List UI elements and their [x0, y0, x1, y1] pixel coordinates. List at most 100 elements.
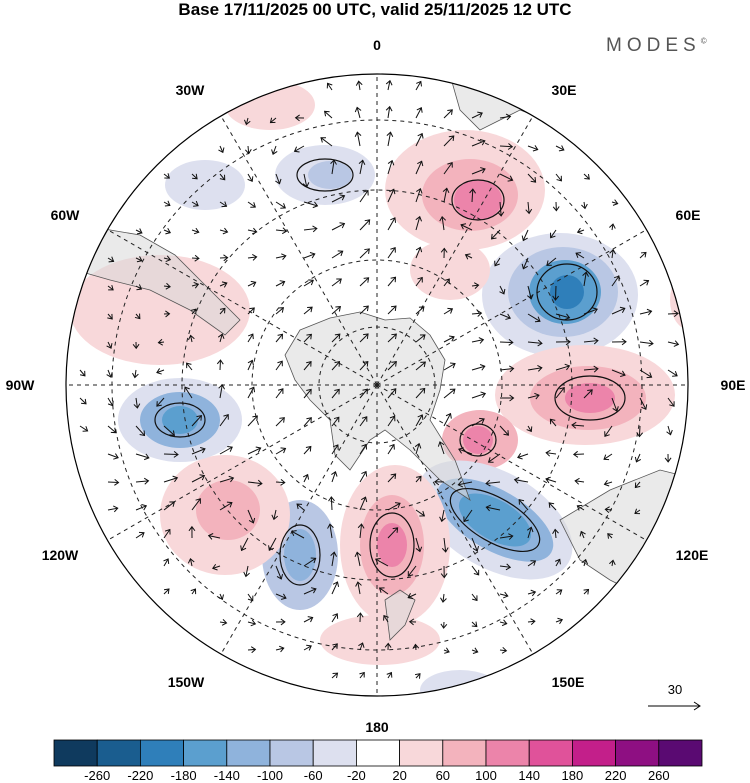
wind-arrow — [331, 250, 343, 259]
wind-arrow-head — [138, 531, 145, 538]
wind-arrow — [331, 333, 341, 343]
wind-arrow — [554, 529, 557, 539]
wind-arrow — [247, 509, 254, 524]
wind-arrow-head — [417, 132, 424, 139]
wind-arrow — [605, 508, 613, 511]
wind-arrow — [375, 558, 389, 567]
wind-arrow — [387, 132, 392, 147]
wind-arrow-head — [296, 503, 303, 510]
wind-arrow-head — [163, 588, 170, 594]
wind-arrow — [639, 341, 654, 345]
wind-arrow-head — [275, 178, 282, 185]
wind-arrow-head — [136, 228, 143, 235]
wind-arrow — [107, 453, 119, 459]
wind-arrow — [247, 447, 261, 455]
wind-arrow-head — [646, 372, 653, 379]
wind-arrow — [359, 333, 369, 343]
wind-arrow-head — [217, 333, 225, 339]
wind-arrow-head — [320, 137, 326, 143]
wind-arrow — [387, 527, 398, 539]
wind-arrow — [499, 173, 513, 181]
wind-arrow-head — [196, 415, 202, 421]
wind-arrow-head — [165, 228, 172, 235]
wind-arrow — [247, 621, 256, 625]
wind-arrow — [219, 173, 226, 181]
wind-arrow-head — [494, 260, 500, 267]
wind-arrow — [555, 619, 563, 623]
wind-arrow — [163, 285, 171, 288]
wind-arrow — [156, 369, 165, 374]
colorbar-tick-label: 100 — [475, 768, 497, 783]
wind-arrow — [191, 475, 205, 483]
wind-arrow-head — [339, 222, 346, 229]
wind-arrow-head — [337, 250, 344, 257]
wind-arrow — [583, 308, 598, 315]
wind-arrow — [583, 368, 598, 371]
wind-arrow-head — [439, 215, 447, 222]
wind-arrow — [387, 502, 401, 511]
wind-arrow — [583, 340, 598, 343]
wind-arrow — [550, 229, 557, 238]
wind-arrow-head — [334, 361, 341, 367]
wind-arrow-head — [327, 523, 334, 529]
wind-arrow-head — [187, 557, 195, 564]
wind-arrow-head — [165, 282, 171, 290]
wind-arrow — [107, 481, 119, 484]
wind-arrow-head — [537, 339, 543, 347]
wind-arrow — [387, 106, 391, 119]
wind-arrow — [611, 224, 614, 231]
wind-arrow — [303, 361, 312, 371]
wind-arrow-head — [278, 307, 285, 313]
wind-arrow — [270, 117, 277, 123]
wind-arrow — [527, 145, 538, 151]
wind-arrow-head — [250, 202, 256, 208]
wind-arrow — [638, 425, 641, 437]
wind-arrow — [186, 362, 193, 371]
wind-arrow-head — [559, 387, 565, 393]
wind-arrow — [527, 620, 535, 623]
wind-arrow — [359, 471, 367, 483]
wind-arrow — [414, 644, 417, 651]
wind-arrow — [247, 481, 262, 485]
wind-arrow-head — [476, 310, 483, 317]
wind-arrow — [555, 365, 570, 371]
wind-arrow — [191, 308, 197, 315]
wind-arrow — [247, 281, 256, 287]
wind-arrow-head — [582, 271, 589, 277]
wind-arrow — [359, 416, 368, 427]
wind-arrow-head — [218, 147, 225, 154]
wind-arrow-head — [226, 501, 233, 508]
colorbar-swatch — [53, 739, 98, 767]
wind-arrow-head — [648, 339, 654, 347]
wind-arrow — [275, 255, 286, 259]
wind-arrow-head — [248, 517, 256, 524]
wind-arrow-head — [417, 276, 423, 283]
wind-arrow-head — [249, 386, 256, 393]
wind-arrow-head — [485, 504, 492, 512]
wind-arrow — [415, 216, 421, 231]
wind-arrow — [219, 414, 229, 427]
wind-arrow — [491, 229, 501, 240]
wind-arrow — [441, 509, 445, 522]
wind-arrow — [387, 333, 397, 343]
wind-arrow — [247, 229, 257, 233]
wind-arrow — [407, 565, 417, 577]
lon-label-30w: 30W — [176, 82, 206, 98]
wind-arrow — [245, 565, 249, 577]
wind-arrow-head — [603, 454, 610, 461]
wind-arrow-head — [385, 79, 393, 86]
wind-arrow — [577, 505, 585, 511]
wind-arrow-head — [387, 159, 395, 166]
wind-arrow-head — [332, 581, 340, 587]
wind-arrow-head — [552, 528, 559, 534]
wind-arrow-head — [407, 592, 414, 600]
wind-arrow-head — [415, 475, 422, 482]
wind-arrow-head — [584, 173, 590, 180]
wind-arrow-head — [521, 263, 528, 270]
wind-arrow — [163, 201, 171, 206]
wind-arrow — [546, 257, 557, 266]
wind-arrow — [604, 425, 613, 437]
wind-arrow — [163, 257, 171, 261]
wind-arrow-head — [363, 305, 369, 312]
wind-arrow — [359, 361, 369, 371]
